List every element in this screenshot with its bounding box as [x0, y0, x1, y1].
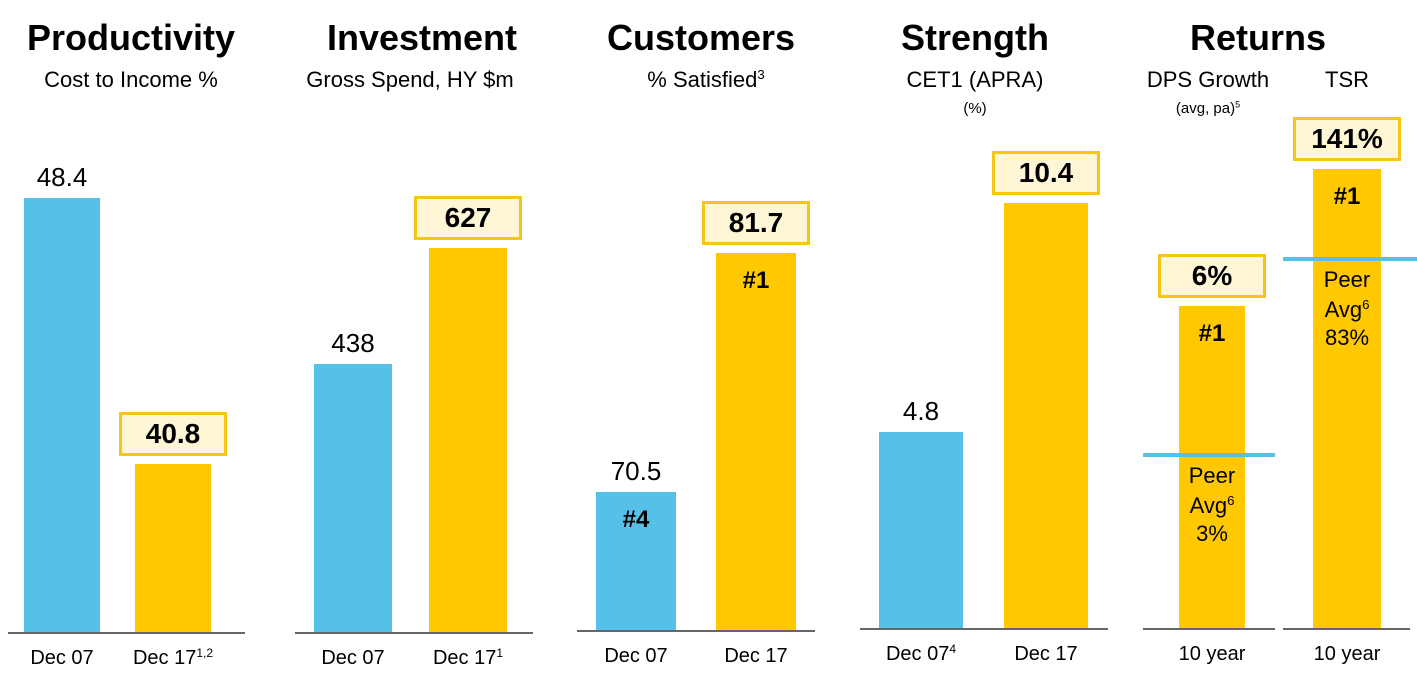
bar	[879, 432, 963, 628]
x-tick-label: 10 year	[1277, 643, 1417, 666]
peer-label: Peer Avg6	[1314, 265, 1380, 325]
text: Dec 17	[724, 645, 788, 667]
x-tick-label: Dec 17	[686, 645, 826, 668]
footnote-mark: 4	[949, 641, 957, 656]
value-label: 48.4	[36, 162, 88, 192]
footnote-mark: 5	[1235, 99, 1241, 110]
rank-label: #1	[1198, 320, 1226, 348]
peer-line	[1143, 452, 1275, 457]
text: 10 year	[1178, 643, 1246, 665]
text: CET1 (APRA)	[906, 67, 1044, 92]
panel-subtitle-note: (%)	[825, 100, 1125, 117]
panel-subtitle: Gross Spend, HY $m	[260, 67, 560, 93]
value-label: 4.8	[902, 396, 940, 426]
baseline	[8, 632, 245, 634]
peer-value: 3%	[1196, 520, 1228, 546]
value-label-box: 6%	[1158, 254, 1266, 299]
text: Dec 17	[1014, 643, 1078, 665]
peer-line	[1283, 256, 1417, 261]
text: Cost to Income %	[44, 67, 218, 92]
text: Dec 17	[132, 647, 197, 669]
text: Dec 07	[30, 647, 94, 669]
x-tick-label: Dec 17	[976, 643, 1116, 666]
bar	[314, 363, 392, 632]
text: Dec 07	[885, 643, 950, 665]
panel-subtitle: Cost to Income %	[0, 67, 281, 93]
value-label-box: 81.7	[702, 200, 810, 245]
text: (%)	[963, 100, 987, 117]
bar	[24, 198, 100, 632]
rank-label: #1	[1333, 183, 1361, 210]
value-label-box: 40.8	[119, 412, 227, 456]
text: Dec 17	[432, 647, 497, 669]
text: DPS Growth	[1146, 67, 1270, 92]
bar	[716, 252, 796, 630]
value-label: 70.5	[610, 455, 662, 486]
footnote-mark: 3	[757, 67, 765, 83]
rank-label: #1	[742, 266, 770, 294]
text: 10 year	[1313, 643, 1381, 665]
x-tick-label: Dec 07	[283, 647, 423, 670]
x-tick-label: Dec 171,2	[103, 647, 243, 670]
bar	[135, 464, 211, 632]
x-tick-label: Dec 07	[0, 647, 132, 670]
panel-title: Strength	[901, 17, 1049, 58]
x-tick-label: Dec 07	[566, 645, 706, 668]
bar	[429, 247, 507, 632]
text: Dec 07	[321, 647, 385, 669]
baseline	[860, 628, 1108, 630]
x-tick-label: 10 year	[1142, 643, 1282, 666]
peer-value: 83%	[1324, 324, 1370, 350]
bar	[1004, 203, 1088, 628]
panel-subtitle: DPS Growth	[1058, 67, 1358, 93]
panel-subtitle: CET1 (APRA)	[825, 67, 1125, 93]
baseline	[1283, 628, 1410, 630]
panel-subtitle: % Satisfied3	[556, 67, 856, 93]
bar	[1313, 169, 1381, 628]
panel-title: Investment	[326, 17, 518, 58]
text: Gross Spend, HY $m	[306, 67, 514, 92]
text: Peer Avg	[1323, 266, 1371, 322]
bar	[596, 491, 676, 630]
baseline	[577, 630, 815, 632]
bar	[1179, 306, 1245, 628]
footnote-mark: 6	[1227, 492, 1235, 508]
panel-title: Productivity	[26, 17, 236, 58]
text: % Satisfied	[647, 67, 758, 92]
baseline	[1143, 628, 1275, 630]
panel-subtitle: TSR	[1197, 67, 1417, 93]
value-label-box: 141%	[1293, 117, 1401, 161]
panel-subtitle-note: (avg, pa)5	[1058, 100, 1358, 117]
x-tick-label: Dec 074	[851, 643, 991, 666]
baseline	[295, 632, 533, 634]
text: Dec 07	[604, 645, 668, 667]
value-label: 438	[331, 327, 375, 358]
value-label-box: 10.4	[992, 151, 1100, 196]
footnote-mark: 1	[496, 645, 504, 660]
footnote-mark: 1,2	[196, 645, 214, 660]
rank-label: #4	[622, 505, 650, 533]
panel-title: Customers	[606, 17, 796, 58]
value-label-box: 627	[414, 195, 522, 240]
text: Peer Avg	[1188, 462, 1236, 518]
panel-title: Returns	[1189, 17, 1327, 58]
text: (avg, pa)	[1175, 100, 1236, 117]
footnote-mark: 6	[1362, 297, 1370, 313]
text: TSR	[1325, 67, 1369, 92]
peer-label: Peer Avg6	[1179, 461, 1245, 521]
x-tick-label: Dec 171	[398, 647, 538, 670]
